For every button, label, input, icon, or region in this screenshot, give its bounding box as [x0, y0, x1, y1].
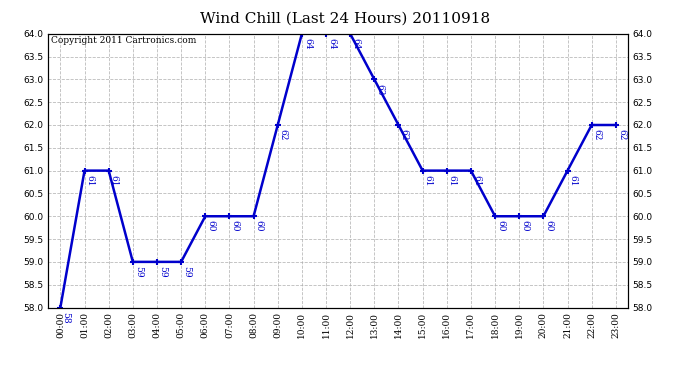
Text: 60: 60 [206, 220, 215, 232]
Text: 64: 64 [327, 38, 336, 50]
Text: 59: 59 [182, 266, 191, 278]
Text: 61: 61 [86, 175, 95, 186]
Text: 60: 60 [544, 220, 553, 232]
Text: 62: 62 [400, 129, 408, 141]
Text: 62: 62 [617, 129, 626, 141]
Text: 62: 62 [279, 129, 288, 141]
Text: 61: 61 [472, 175, 481, 186]
Text: 60: 60 [255, 220, 264, 232]
Text: 63: 63 [375, 84, 384, 95]
Text: 61: 61 [569, 175, 578, 186]
Text: Wind Chill (Last 24 Hours) 20110918: Wind Chill (Last 24 Hours) 20110918 [200, 11, 490, 25]
Text: 64: 64 [351, 38, 360, 50]
Text: 64: 64 [303, 38, 312, 50]
Text: 60: 60 [496, 220, 505, 232]
Text: 61: 61 [424, 175, 433, 186]
Text: 62: 62 [593, 129, 602, 141]
Text: Copyright 2011 Cartronics.com: Copyright 2011 Cartronics.com [51, 36, 197, 45]
Text: 59: 59 [134, 266, 143, 278]
Text: 60: 60 [230, 220, 239, 232]
Text: 61: 61 [110, 175, 119, 186]
Text: 59: 59 [158, 266, 167, 278]
Text: 61: 61 [448, 175, 457, 186]
Text: 58: 58 [61, 312, 70, 323]
Text: 60: 60 [520, 220, 529, 232]
